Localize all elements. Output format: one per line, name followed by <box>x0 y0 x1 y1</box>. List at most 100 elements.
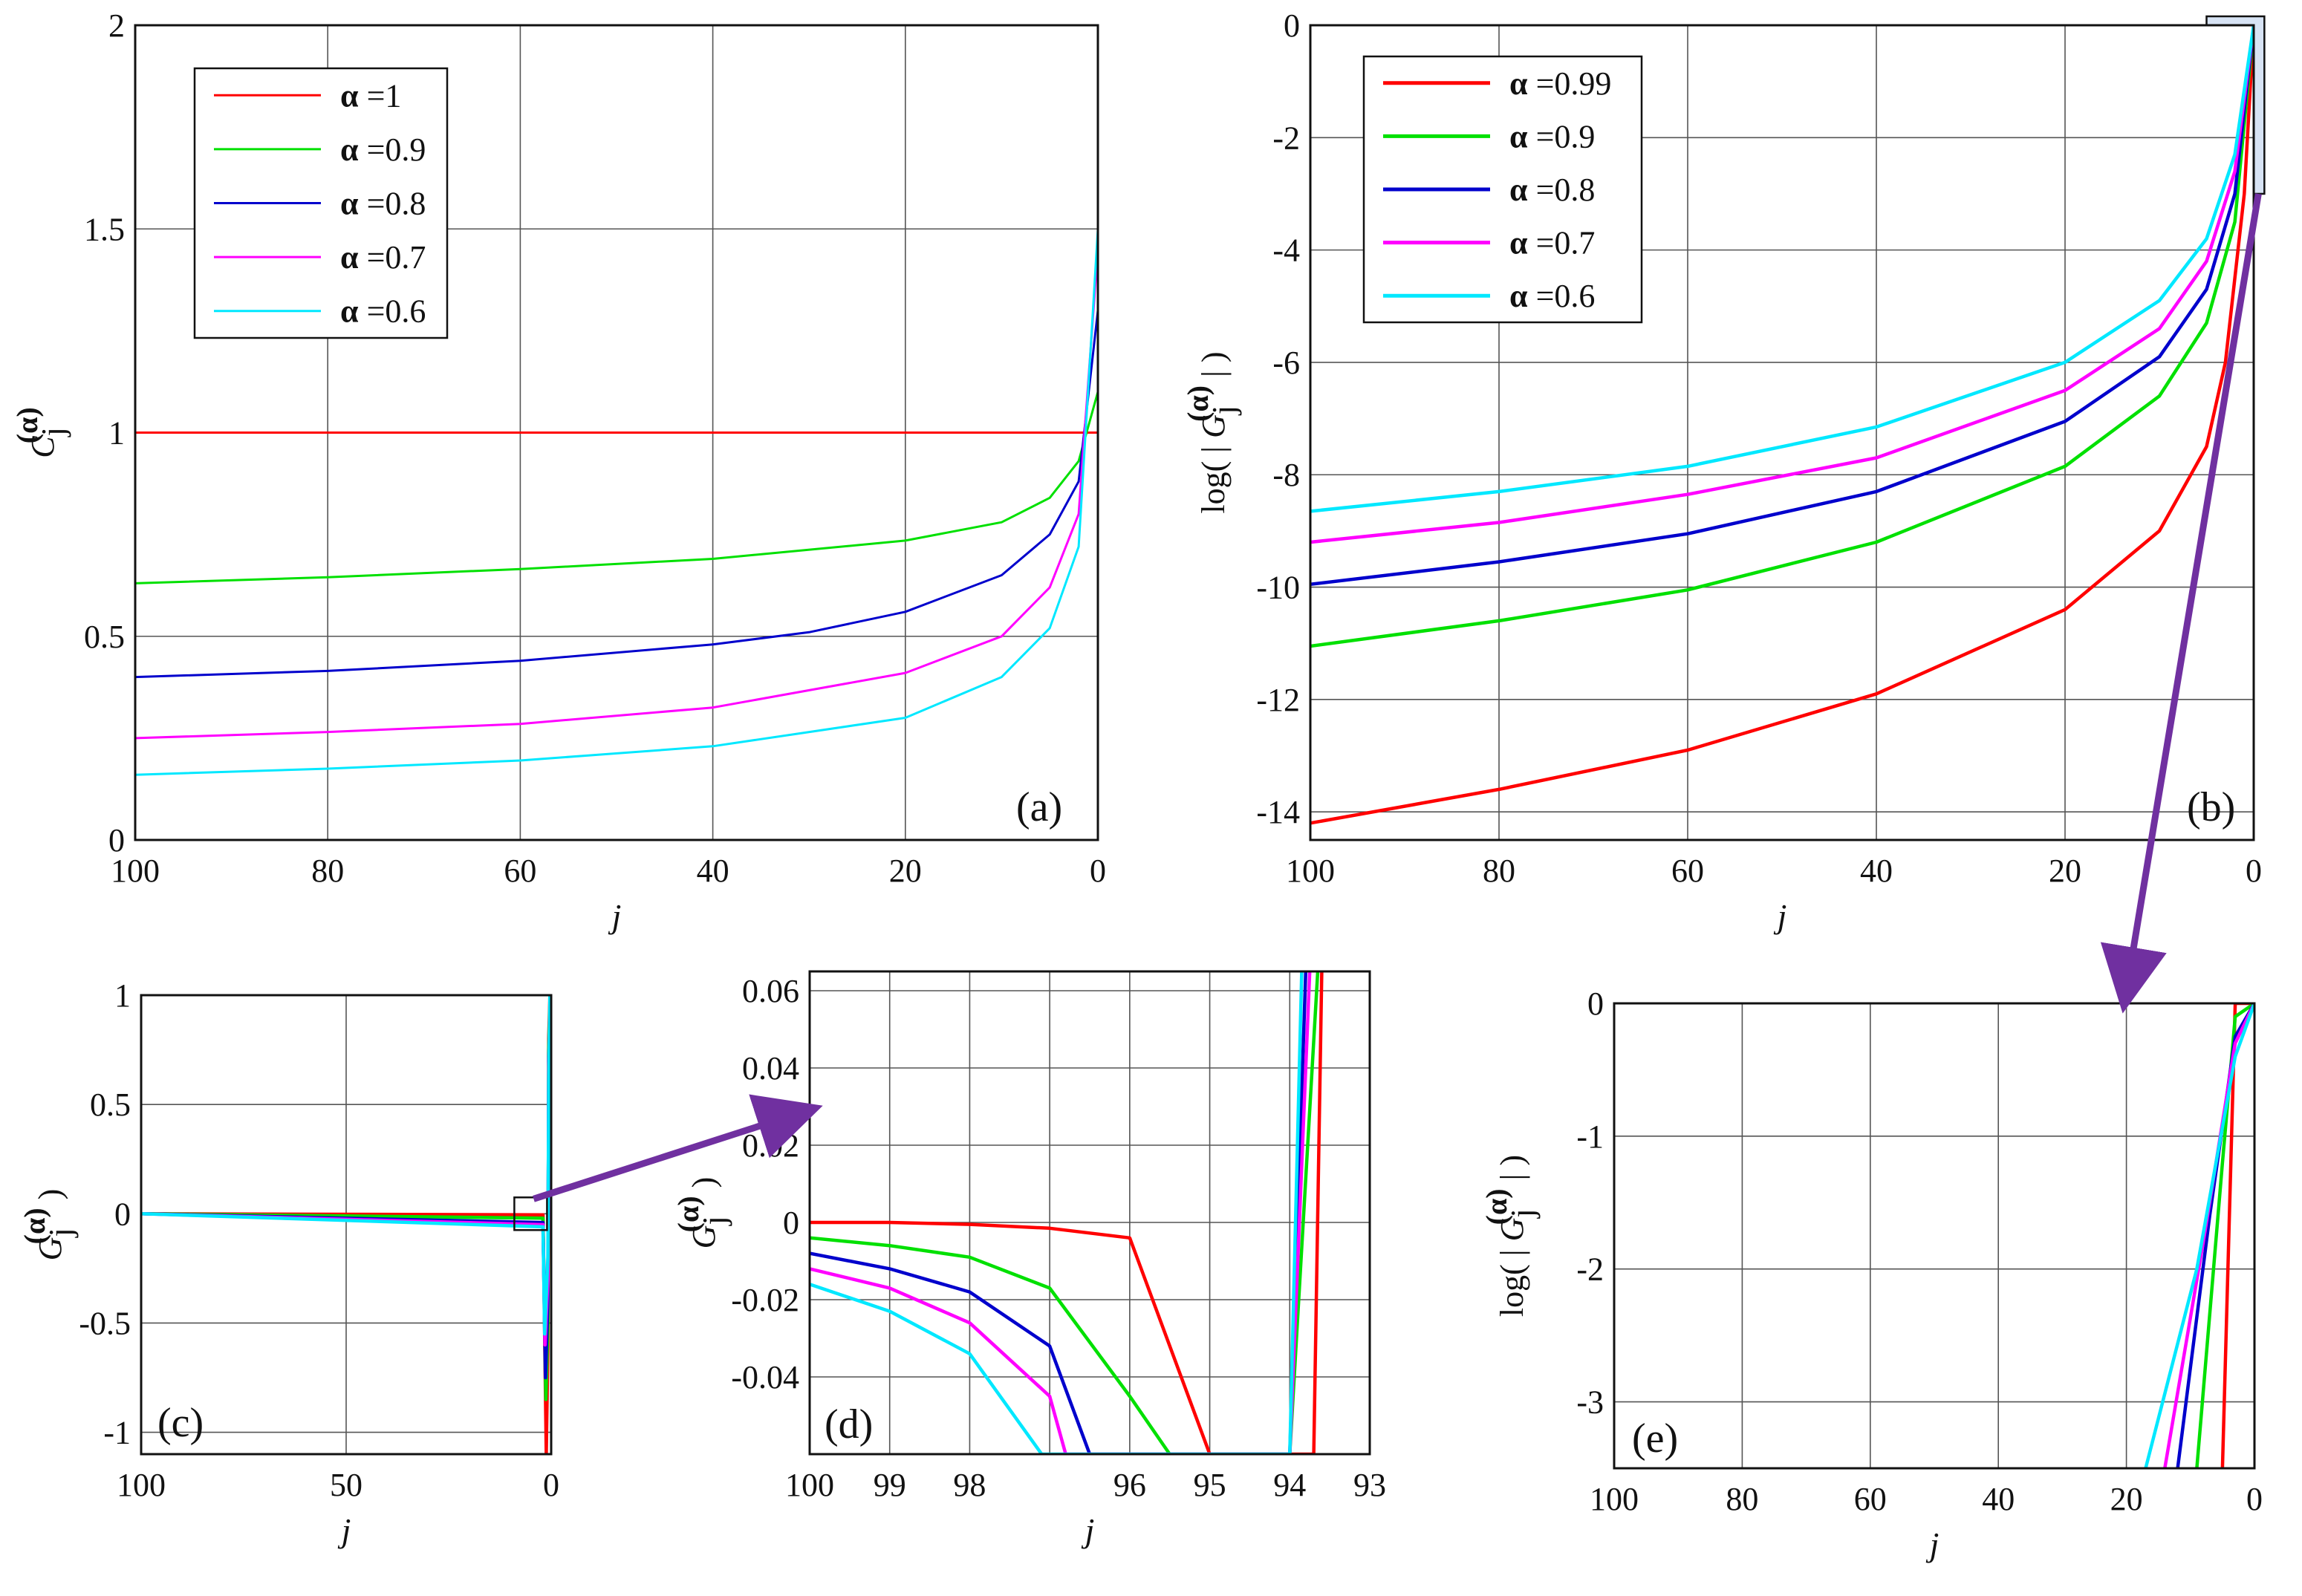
y-tick-label-e: -2 <box>1576 1251 1604 1288</box>
panel-label-e: (e) <box>1632 1416 1678 1462</box>
series-line-e-4 <box>2144 1003 2254 1468</box>
series-line-d-4 <box>810 971 1304 1454</box>
series-line-d-2 <box>810 971 1308 1454</box>
panel-label-a: (a) <box>1016 784 1062 830</box>
axes-frame-d <box>808 970 1371 1456</box>
chart-panel-c: 100 50 0 -1 -0.5 0 0.5 1 j Gj(α) ) (c) <box>18 977 559 1549</box>
legend-entry-b-2: α =0.8 <box>1509 172 1595 208</box>
legend-b: α =0.99 α =0.9 α =0.8 α =0.7 α =0.6 <box>1362 55 1643 324</box>
x-tick-label-d: 94 <box>1273 1467 1306 1503</box>
x-tick-label-c: 50 <box>330 1467 362 1503</box>
series-line-b-2 <box>1310 25 2254 587</box>
panel-label-b: (b) <box>2187 784 2235 830</box>
x-tick-label-e: 20 <box>2110 1481 2143 1517</box>
x-tick-label-d: 99 <box>874 1467 906 1503</box>
y-tick-label-b: -2 <box>1272 120 1300 156</box>
legend-entry-b-1: α =0.9 <box>1509 118 1595 154</box>
zoom-arrow-c-to-d <box>533 1094 823 1202</box>
legend-entry-a-3: α =0.7 <box>340 239 426 276</box>
y-tick-label-b: 0 <box>1284 7 1300 44</box>
y-tick-label-b: -6 <box>1272 345 1300 381</box>
y-tick-label-d: 0.04 <box>742 1050 799 1087</box>
x-axis-label-e: j <box>1926 1525 1940 1563</box>
y-tick-label-d: 0 <box>783 1205 799 1241</box>
x-tick-label-a: 60 <box>504 853 536 889</box>
y-tick-label-c: -0.5 <box>79 1305 131 1341</box>
chart-panel-a: 100 80 60 40 20 0 0 0.5 1 1.5 2 j Cj(α) (a) α =1 α =0.9… <box>10 7 1106 935</box>
x-tick-label-b: 20 <box>2049 853 2081 889</box>
x-tick-label-d: 98 <box>953 1467 986 1503</box>
y-tick-label-a: 2 <box>108 7 125 44</box>
axes-frame-a <box>134 24 1099 841</box>
c-ylabel: Gj(α) ) <box>18 1189 79 1261</box>
zoom-region-c <box>513 1196 548 1231</box>
x-tick-label-b: 80 <box>1483 853 1515 889</box>
y-tick-label-d: 0.06 <box>742 973 799 1009</box>
y-tick-label-c: 1 <box>114 977 131 1014</box>
legend-entry-a-4: α =0.6 <box>340 293 426 330</box>
chart-panel-e: 100 80 60 40 20 0 -3 -2 -1 0 j log( | Gj(α) | ) (e) <box>1480 986 2263 1563</box>
x-tick-label-b: 0 <box>2246 853 2262 889</box>
x-tick-label-d: 100 <box>785 1467 834 1503</box>
plot-area-d <box>810 971 1370 1454</box>
y-tick-label-b: -4 <box>1272 232 1300 269</box>
legend-a: α =1 α =0.9 α =0.8 α =0.7 α =0.6 <box>193 67 449 339</box>
panel-label-c: (c) <box>157 1400 204 1446</box>
y-tick-label-b: -12 <box>1256 682 1300 718</box>
panel-label-d: (d) <box>825 1401 873 1447</box>
series-line-d-1 <box>810 971 1320 1454</box>
x-tick-label-a: 40 <box>697 853 729 889</box>
a-ylabel: Cj(α) <box>10 407 71 458</box>
legend-entry-b-3: α =0.7 <box>1509 225 1595 261</box>
y-tick-label-d: 0.02 <box>742 1127 799 1164</box>
x-tick-label-b: 60 <box>1671 853 1704 889</box>
y-tick-label-e: -1 <box>1576 1118 1604 1155</box>
x-axis-label-c: j <box>338 1511 351 1549</box>
x-tick-label-a: 100 <box>111 853 160 889</box>
y-tick-label-c: 0 <box>114 1196 131 1232</box>
axes-frame-e <box>1613 1002 2256 1470</box>
y-tick-label-d: -0.02 <box>731 1282 799 1318</box>
x-tick-label-e: 40 <box>1982 1481 2015 1517</box>
legend-entry-a-0: α =1 <box>340 77 401 114</box>
y-tick-label-c: -1 <box>103 1415 131 1451</box>
series-line-a-4 <box>135 229 1098 776</box>
legend-entry-a-2: α =0.8 <box>340 186 426 222</box>
chart-panel-b: 100 80 60 40 20 0 -14 -12 -10 -8 -6 -4 -2 0 j log( | Gj… <box>1181 7 2262 935</box>
b-ylabel: log( | Gj(α) | ) <box>1181 351 1242 513</box>
d-ylabel: Gj(α) ) <box>672 1177 732 1249</box>
y-tick-label-b: -8 <box>1272 457 1300 493</box>
x-axis-label-b: j <box>1774 897 1787 935</box>
series-line-b-1 <box>1310 25 2254 648</box>
y-tick-label-a: 1.5 <box>84 211 125 247</box>
x-tick-label-d: 96 <box>1113 1467 1146 1503</box>
x-tick-label-e: 0 <box>2246 1481 2263 1517</box>
x-tick-label-b: 40 <box>1860 853 1893 889</box>
y-tick-label-a: 0 <box>108 822 125 859</box>
series-line-a-2 <box>135 310 1098 679</box>
series-line-b-0 <box>1310 25 2254 825</box>
legend-entry-a-1: α =0.9 <box>340 131 426 168</box>
series-line-a-3 <box>135 249 1098 740</box>
y-tick-label-c: 0.5 <box>90 1087 131 1123</box>
x-tick-label-c: 100 <box>117 1467 166 1503</box>
y-tick-label-a: 0.5 <box>84 619 125 655</box>
zoom-arrow-b-to-e <box>2100 193 2262 1014</box>
x-tick-label-a: 80 <box>311 853 344 889</box>
y-tick-label-e: -3 <box>1576 1384 1604 1421</box>
x-tick-label-e: 100 <box>1590 1481 1639 1517</box>
series-line-c-4 <box>141 995 551 1336</box>
axes-frame-c <box>140 994 553 1456</box>
x-axis-label-d: j <box>1082 1511 1095 1549</box>
x-tick-label-b: 100 <box>1286 853 1335 889</box>
e-ylabel: log( | Gj(α) | ) <box>1480 1155 1541 1317</box>
series-line-e-0 <box>2220 1003 2254 1468</box>
y-tick-label-d: -0.04 <box>731 1359 799 1395</box>
legend-entry-b-4: α =0.6 <box>1509 278 1595 314</box>
series-line-a-1 <box>135 391 1098 584</box>
x-axis-label-a: j <box>608 897 622 935</box>
y-tick-label-b: -14 <box>1256 794 1300 830</box>
series-line-d-0 <box>810 971 1324 1454</box>
x-tick-label-c: 0 <box>543 1467 559 1503</box>
